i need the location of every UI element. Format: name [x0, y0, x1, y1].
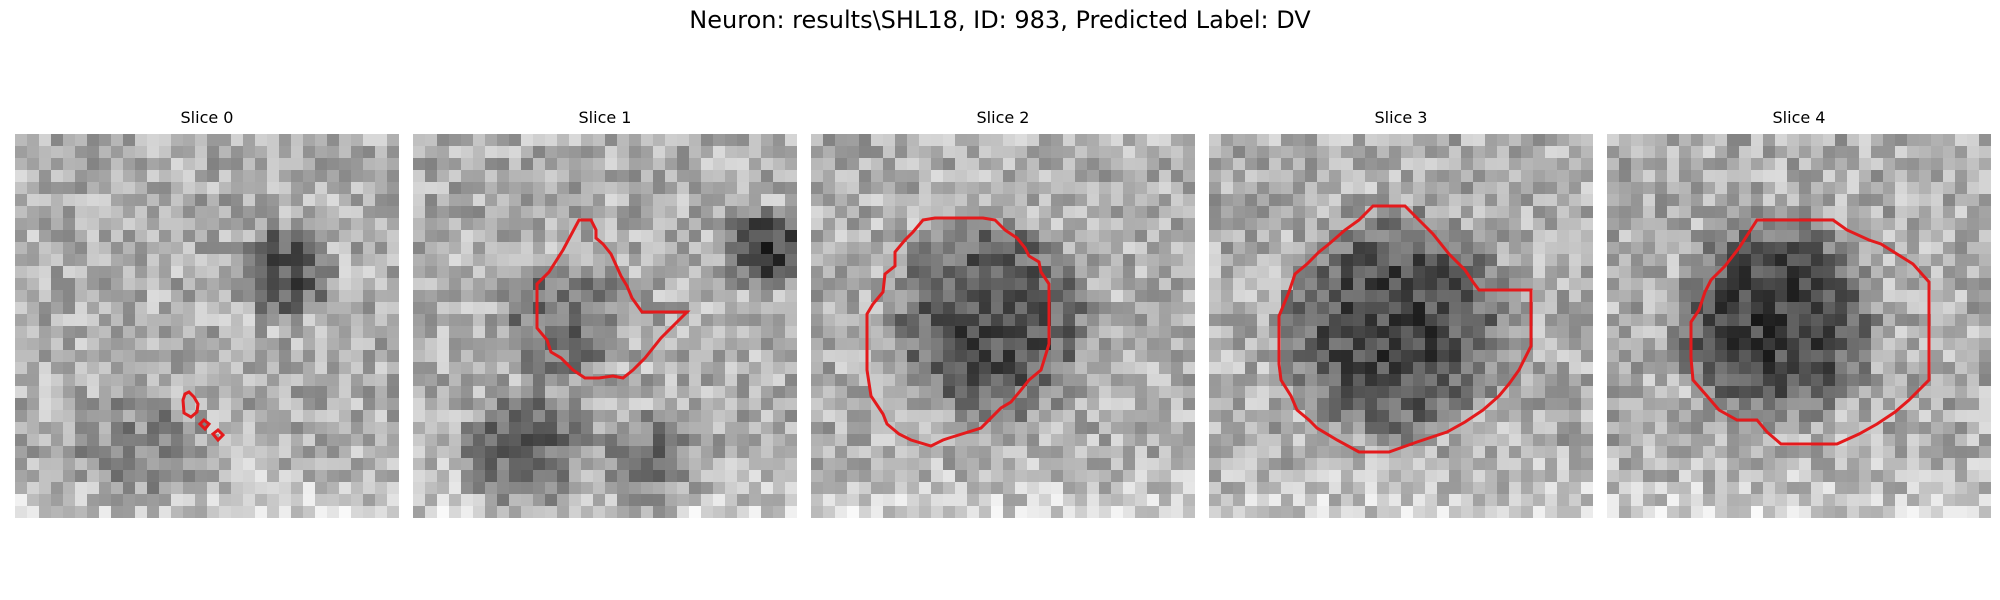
slice-0-image	[15, 134, 399, 518]
slice-2-image	[811, 134, 1195, 518]
slice-1-panel: Slice 1	[413, 108, 797, 518]
slice-2-contour	[865, 216, 1051, 448]
slice-3-contour	[1277, 204, 1533, 454]
slice-3-panel: Slice 3	[1209, 108, 1593, 518]
slice-3-image	[1209, 134, 1593, 518]
slice-0-contour-overlay	[181, 390, 226, 443]
slice-4-image	[1607, 134, 1991, 518]
slice-2-contour-overlay	[865, 216, 1051, 448]
slice-3-title: Slice 3	[1374, 108, 1428, 127]
slice-4-grayscale-canvas	[1607, 134, 1991, 518]
slice-0-contour	[181, 390, 200, 419]
slice-0-title: Slice 0	[180, 108, 234, 127]
slice-2-panel: Slice 2	[811, 108, 1195, 518]
slice-0-contour	[210, 427, 226, 443]
slice-4-contour	[1689, 218, 1931, 446]
slice-1-title: Slice 1	[578, 108, 632, 127]
slice-0-panel: Slice 0	[15, 108, 399, 518]
slice-1-grayscale-canvas	[413, 134, 797, 518]
slice-0-contour	[197, 417, 212, 432]
slice-4-contour-overlay	[1689, 218, 1931, 446]
slice-3-grayscale-canvas	[1209, 134, 1593, 518]
figure-title: Neuron: results\SHL18, ID: 983, Predicte…	[689, 6, 1311, 34]
slice-2-title: Slice 2	[976, 108, 1030, 127]
slice-4-title: Slice 4	[1772, 108, 1826, 127]
slice-1-contour	[535, 218, 691, 380]
slice-0-grayscale-canvas	[15, 134, 399, 518]
slice-3-contour-overlay	[1277, 204, 1533, 454]
slice-2-grayscale-canvas	[811, 134, 1195, 518]
slice-1-contour-overlay	[535, 218, 691, 380]
slice-4-panel: Slice 4	[1607, 108, 1991, 518]
slice-1-image	[413, 134, 797, 518]
